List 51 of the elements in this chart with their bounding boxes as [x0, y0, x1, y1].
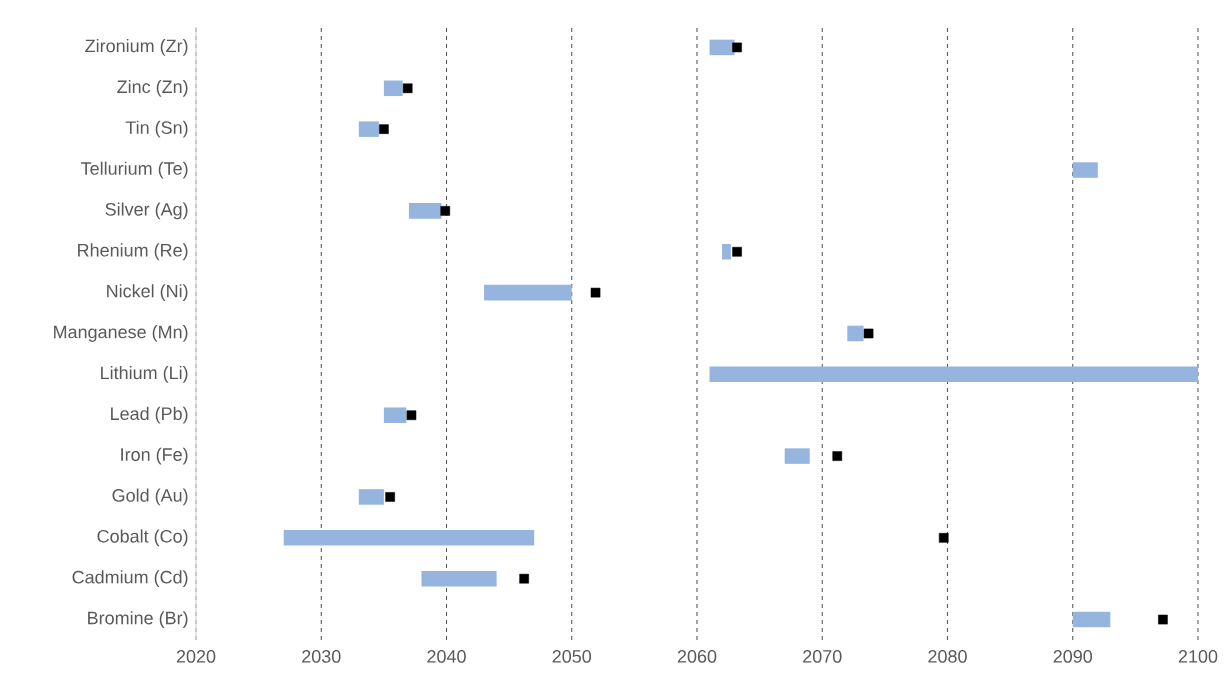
bar [383, 80, 403, 97]
y-tick-label: Nickel (Ni) [107, 284, 188, 301]
y-tick-label: Lithium (Li) [101, 365, 188, 383]
x-tick-label: 2020 [176, 650, 216, 663]
y-tick-label: Manganese (Mn) [54, 325, 188, 342]
bar [722, 243, 731, 260]
y-tick-label: Silver (Ag) [105, 202, 188, 220]
x-tick-label: 2050 [552, 650, 592, 663]
point [590, 287, 601, 298]
x-tick-label: 2030 [302, 650, 341, 663]
y-tick-label: Tin (Sn) [125, 120, 188, 138]
y-tick-label: Gold (Au) [112, 488, 188, 506]
point [379, 124, 389, 134]
bar [1072, 162, 1098, 178]
bar [283, 530, 535, 546]
point [406, 410, 417, 421]
point [938, 533, 949, 543]
point [1158, 614, 1168, 625]
x-tick-label: 2060 [677, 650, 717, 663]
bar [709, 366, 1198, 383]
x-tick-label: 2100 [1178, 650, 1218, 663]
point [732, 246, 742, 257]
y-tick-label: Tellurium (Te) [81, 161, 188, 179]
y-tick-label: Bromine (Br) [88, 611, 188, 628]
y-tick-label: Lead (Pb) [111, 406, 188, 424]
point [402, 83, 413, 94]
bar [484, 284, 572, 301]
point [519, 573, 529, 584]
point [385, 492, 395, 502]
bar [784, 448, 810, 464]
y-tick-label: Zironium (Zr) [85, 39, 188, 56]
point [832, 451, 843, 461]
bar [421, 570, 497, 587]
x-tick-label: 2080 [928, 650, 967, 663]
bar [358, 121, 379, 137]
y-tick-label: Iron (Fe) [121, 447, 188, 465]
point [440, 206, 451, 216]
bar [358, 489, 384, 505]
y-tick-label: Zinc (Zn) [117, 79, 188, 97]
bar [847, 325, 864, 342]
point [732, 42, 742, 53]
x-tick-label: 2090 [1053, 650, 1093, 663]
point [863, 328, 874, 339]
bar [408, 203, 442, 219]
bar [1072, 611, 1111, 628]
x-tick-label: 2070 [803, 650, 842, 663]
y-tick-label: Cadmium (Cd) [72, 570, 188, 588]
bar [383, 407, 407, 423]
y-tick-label: Cobalt (Co) [97, 529, 188, 547]
x-tick-label: 2040 [427, 650, 466, 663]
y-tick-label: Rhenium (Re) [78, 243, 188, 261]
